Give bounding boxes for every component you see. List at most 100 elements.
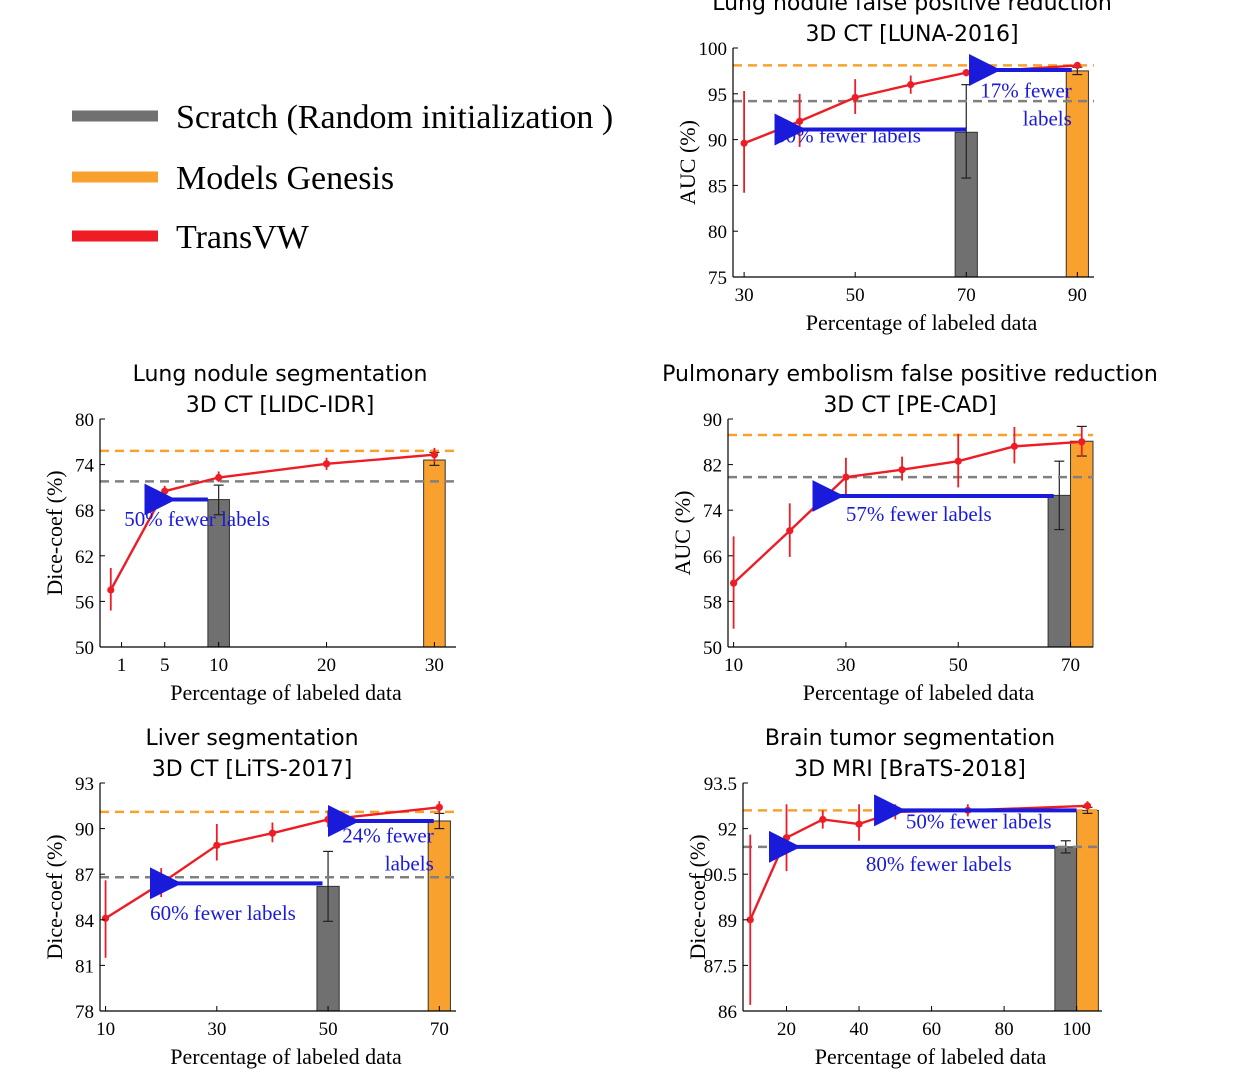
y-tick-label: 90	[708, 131, 727, 152]
transvw-point	[322, 460, 331, 468]
y-tick-label: 56	[75, 592, 94, 613]
transvw-point	[215, 473, 223, 482]
x-tick-label: 100	[1062, 1019, 1091, 1040]
y-tick-label: 82	[703, 456, 722, 477]
y-tick-label: 62	[75, 547, 94, 568]
chart-title-line-2: 3D CT [LUNA-2016]	[805, 22, 1018, 47]
annotation-label-2: 80% fewer labels	[866, 852, 1012, 876]
x-axis-label: Percentage of labeled data	[803, 680, 1035, 705]
y-tick-label: 58	[703, 592, 722, 613]
transvw-point	[1083, 802, 1092, 810]
y-tick-label: 87	[75, 865, 94, 886]
y-tick-label: 80	[708, 222, 727, 243]
y-tick-label: 90.5	[704, 865, 737, 886]
transvw-point	[1073, 61, 1081, 70]
transvw-point	[954, 457, 962, 465]
transvw-point	[435, 803, 443, 811]
legend-label-transvw: TransVW	[176, 219, 310, 256]
annotation-label-1: 50% fewer labels	[775, 123, 921, 147]
bar-genesis	[427, 820, 451, 1012]
x-tick-label: 70	[957, 285, 976, 306]
annotation-label-2: 17% fewer	[980, 78, 1072, 102]
x-axis-label: Percentage of labeled data	[170, 680, 402, 705]
transvw-point	[213, 841, 221, 849]
transvw-point	[101, 914, 110, 922]
x-tick-label: 60	[922, 1019, 941, 1040]
transvw-point	[842, 473, 850, 481]
y-tick-label: 93	[75, 774, 94, 795]
chart-title-line-1: Lung nodule false positive reduction	[712, 0, 1112, 16]
annotation-label-2: labels	[385, 851, 434, 875]
y-axis-label: Dice-coef (%)	[42, 834, 67, 959]
transvw-point	[430, 451, 439, 459]
transvw-point	[157, 879, 165, 887]
y-axis-label: AUC (%)	[675, 120, 700, 205]
x-tick-label: 70	[430, 1019, 449, 1040]
x-tick-label: 10	[724, 655, 743, 676]
chart-title-line-1: Lung nodule segmentation	[133, 362, 428, 387]
transvw-point	[746, 916, 754, 924]
x-tick-label: 50	[319, 1019, 338, 1040]
y-axis-label: Dice-coef (%)	[42, 470, 67, 595]
y-tick-label: 84	[75, 911, 95, 932]
x-tick-label: 1	[117, 655, 127, 676]
transvw-point	[907, 81, 915, 89]
y-tick-label: 95	[708, 85, 727, 106]
y-tick-label: 100	[699, 39, 728, 60]
y-tick-label: 92	[718, 820, 737, 841]
x-tick-label: 5	[160, 655, 170, 676]
chart-title-line-2: 3D CT [LiTS-2017]	[152, 757, 353, 782]
x-axis-label: Percentage of labeled data	[806, 310, 1038, 335]
chart-title-line-2: 3D CT [PE-CAD]	[823, 393, 996, 418]
transvw-point	[268, 829, 277, 837]
transvw-point	[324, 815, 332, 824]
x-tick-label: 80	[995, 1019, 1014, 1040]
legend-label-genesis: Models Genesis	[176, 160, 394, 197]
y-tick-label: 78	[75, 1002, 94, 1023]
x-tick-label: 50	[846, 285, 865, 306]
legend-label-scratch: Scratch (Random initialization )	[176, 99, 613, 136]
y-tick-label: 80	[75, 410, 94, 431]
x-tick-label: 90	[1068, 285, 1087, 306]
chart-title-line-1: Pulmonary embolism false positive reduct…	[662, 362, 1158, 387]
x-tick-label: 40	[850, 1019, 869, 1040]
y-tick-label: 86	[718, 1002, 737, 1023]
transvw-point	[819, 815, 827, 824]
x-tick-label: 30	[735, 285, 754, 306]
transvw-point	[898, 466, 906, 474]
panel-brats: Brain tumor segmentation 3D MRI [BraTS-20…	[685, 726, 1102, 1069]
y-tick-label: 50	[703, 638, 722, 659]
transvw-point	[962, 69, 970, 77]
bar-genesis	[1076, 809, 1099, 1012]
y-tick-label: 85	[708, 176, 727, 197]
x-tick-label: 10	[96, 1019, 115, 1040]
chart-title-line-1: Liver segmentation	[145, 726, 358, 751]
chart-title-line-2: 3D MRI [BraTS-2018]	[794, 757, 1026, 782]
panel-lits: Liver segmentation 3D CT [LiTS-2017] 60% f…	[42, 726, 456, 1069]
transvw-point	[786, 527, 794, 535]
y-tick-label: 90	[703, 410, 722, 431]
y-axis-label: Dice-coef (%)	[685, 834, 710, 959]
x-tick-label: 30	[425, 655, 444, 676]
annotation-label-2: labels	[1023, 106, 1072, 130]
y-tick-label: 74	[75, 456, 95, 477]
x-axis-label: Percentage of labeled data	[815, 1044, 1047, 1069]
y-tick-label: 87.5	[704, 956, 737, 977]
legend: Scratch (Random initialization ) Models G…	[72, 99, 613, 256]
y-tick-label: 90	[75, 820, 94, 841]
annotation-label-1: 57% fewer labels	[846, 502, 992, 526]
x-tick-label: 50	[949, 655, 968, 676]
y-axis-label: AUC (%)	[670, 491, 695, 576]
annotation-label-1: 60% fewer labels	[150, 901, 296, 925]
bar-scratch	[1054, 846, 1078, 1012]
x-axis-label: Percentage of labeled data	[170, 1044, 402, 1069]
chart-title-line-1: Brain tumor segmentation	[765, 726, 1055, 751]
panel-luna: Lung nodule false positive reduction 3D C…	[675, 0, 1112, 335]
x-tick-label: 20	[777, 1019, 796, 1040]
panel-pecad: Pulmonary embolism false positive reduct…	[662, 362, 1158, 705]
y-tick-label: 50	[75, 638, 94, 659]
annotation-label-2: 24% fewer	[342, 823, 434, 847]
panel-lidc: Lung nodule segmentation 3D CT [LIDC-IDR]…	[42, 362, 456, 705]
transvw-point	[107, 586, 115, 594]
